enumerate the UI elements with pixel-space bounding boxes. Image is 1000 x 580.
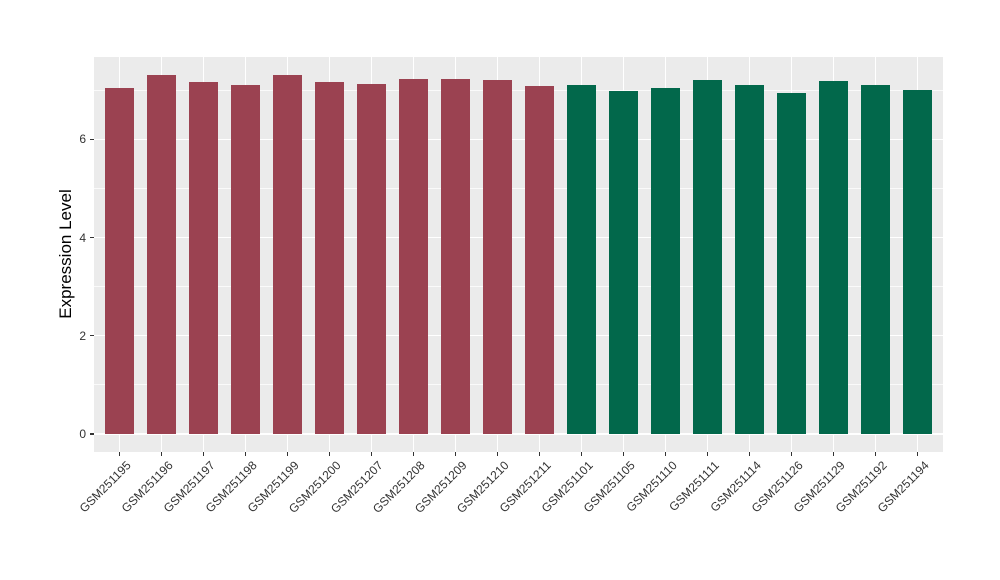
x-tick-mark-GSM251101 xyxy=(580,452,583,456)
x-tick-mark-GSM251200 xyxy=(328,452,331,456)
x-tick-mark-GSM251207 xyxy=(370,452,373,456)
gridline-major-y2 xyxy=(94,335,943,337)
x-tick-mark-GSM251197 xyxy=(202,452,204,456)
bar-GSM251101 xyxy=(566,85,597,435)
bar-GSM251210 xyxy=(482,80,513,435)
gridline-minor-y5 xyxy=(94,187,943,189)
bar-GSM251197 xyxy=(188,82,218,435)
gridline-major-y4 xyxy=(94,236,943,239)
x-tick-mark-GSM251208 xyxy=(412,452,415,456)
y-tick-label-6: 6 xyxy=(79,132,86,147)
x-tick-mark-GSM251210 xyxy=(496,452,499,456)
plot-panel xyxy=(94,57,943,452)
bar-GSM251110 xyxy=(650,87,681,435)
gridline-minor-y7 xyxy=(94,89,943,91)
bar-GSM251195 xyxy=(104,88,134,435)
gridline-major-y6 xyxy=(94,138,943,140)
gridline-minor-y1 xyxy=(94,384,943,386)
y-tick-mark-6 xyxy=(90,138,94,140)
x-tick-mark-GSM251129 xyxy=(833,452,835,456)
gridline-major-y0 xyxy=(94,433,943,435)
y-tick-label-4: 4 xyxy=(79,230,86,245)
x-tick-mark-GSM251196 xyxy=(160,452,162,456)
x-tick-mark-GSM251198 xyxy=(244,452,246,456)
bar-GSM251211 xyxy=(524,85,555,435)
bar-GSM251126 xyxy=(776,92,807,435)
bar-GSM251192 xyxy=(861,84,891,435)
y-tick-mark-2 xyxy=(90,335,94,337)
x-tick-mark-GSM251110 xyxy=(664,452,667,456)
bar-GSM251200 xyxy=(314,82,345,435)
bar-GSM251194 xyxy=(903,89,933,435)
y-tick-mark-0 xyxy=(90,433,94,435)
y-tick-label-2: 2 xyxy=(79,328,86,343)
bar-GSM251207 xyxy=(356,84,387,435)
bar-GSM251209 xyxy=(440,79,471,435)
x-tick-mark-GSM251194 xyxy=(917,452,919,456)
x-tick-mark-GSM251209 xyxy=(454,452,457,456)
x-tick-mark-GSM251192 xyxy=(875,452,877,456)
x-tick-mark-GSM251199 xyxy=(286,452,289,456)
y-tick-mark-4 xyxy=(90,236,94,239)
bar-GSM251114 xyxy=(734,84,765,435)
x-tick-mark-GSM251114 xyxy=(748,452,751,456)
bar-GSM251111 xyxy=(692,79,723,435)
x-tick-mark-GSM251126 xyxy=(790,452,793,456)
x-tick-mark-GSM251211 xyxy=(538,452,541,456)
x-tick-mark-GSM251105 xyxy=(622,452,625,456)
bar-GSM251198 xyxy=(230,85,260,435)
bar-GSM251105 xyxy=(608,90,639,435)
bar-GSM251129 xyxy=(819,80,849,435)
gridline-minor-y3 xyxy=(94,286,943,288)
y-axis-title: Expression Level xyxy=(56,189,75,319)
x-tick-mark-GSM251195 xyxy=(118,452,120,456)
bar-GSM251196 xyxy=(146,75,176,435)
bar-GSM251199 xyxy=(272,74,303,435)
bar-GSM251208 xyxy=(398,79,429,435)
x-tick-mark-GSM251111 xyxy=(706,452,709,456)
y-tick-label-0: 0 xyxy=(79,427,86,442)
